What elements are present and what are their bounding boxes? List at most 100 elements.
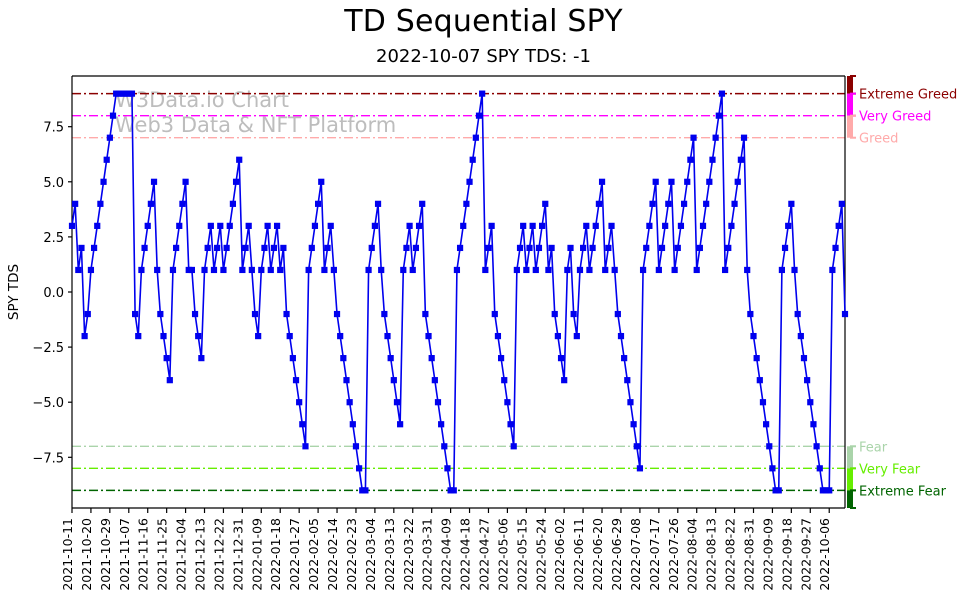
data-point [78,244,85,252]
data-point [687,156,694,163]
data-point [567,244,574,252]
data-point [684,178,691,185]
data-point [359,487,366,494]
data-point [469,156,476,163]
data-point [160,332,167,340]
data-point [201,266,208,274]
data-point [292,377,300,384]
data-point [84,310,91,318]
data-point [239,266,246,274]
data-point [179,200,186,207]
data-point [504,399,511,406]
data-point [128,90,136,97]
data-point [766,443,773,450]
data-point [371,222,378,229]
data-point [191,310,199,318]
x-tick-label-14: 2022-02-14 [325,518,340,591]
data-point [586,266,593,274]
data-point [327,222,334,229]
data-point [75,266,82,274]
data-point [557,355,565,362]
data-point [605,244,612,252]
data-point [210,266,218,274]
data-point [551,310,558,318]
data-point [728,222,735,229]
data-point [750,332,757,340]
data-point [204,244,211,252]
data-point [119,90,126,97]
data-point [198,355,205,362]
data-point [690,134,697,141]
data-point [195,332,202,340]
data-point [261,244,268,252]
data-point [378,266,385,274]
data-point [245,222,252,229]
data-point [97,200,104,207]
data-point [169,266,177,274]
data-point [81,332,88,340]
data-point [251,310,259,318]
data-point [68,222,76,229]
x-tick-label-10: 2022-01-09 [249,518,264,591]
data-point [829,266,836,274]
chart-subtitle: 2022-10-07 SPY TDS: -1 [376,46,591,67]
x-tick-label-34: 2022-08-13 [704,518,719,591]
data-point [545,266,552,274]
data-point [788,200,795,207]
y-axis-label: SPY TDS [6,264,22,320]
data-point [220,266,227,274]
x-tick-label-24: 2022-05-15 [514,518,529,591]
data-point [403,244,410,252]
data-point [113,90,120,97]
x-tick-label-32: 2022-07-26 [666,518,681,591]
sentiment-zones: Extreme Greed Very Greed Greed Fear Very Fea… [72,75,957,509]
data-point [166,377,173,384]
data-point [472,134,479,141]
data-point [185,266,192,274]
data-point [630,421,637,428]
data-point [589,244,596,252]
data-point [229,200,237,207]
data-point [356,465,363,472]
data-point [100,178,107,185]
x-tick-label-28: 2022-06-20 [590,518,605,591]
y-tick-label-1: −5.0 [32,396,64,411]
data-point [542,200,549,207]
data-point [434,399,442,406]
data-point [144,222,151,229]
x-tick-label-6: 2021-12-04 [174,518,189,591]
data-point [807,399,814,406]
data-point [756,377,763,384]
data-point [646,222,653,229]
data-point [532,266,539,274]
data-point [778,266,785,274]
data-point [535,244,543,252]
data-point [255,332,262,340]
data-point [725,244,732,252]
data-point [611,266,618,274]
data-point [832,244,839,252]
x-tick-label-40: 2022-10-06 [817,518,832,591]
data-point [419,200,426,207]
x-tick-label-21: 2022-04-18 [458,518,473,591]
data-point [614,310,621,318]
data-point [466,178,473,185]
data-point [835,222,842,229]
data-point [772,487,779,494]
data-point [598,178,606,185]
data-point [576,266,584,274]
data-point [302,443,309,450]
data-point [90,244,98,252]
data-point [441,443,448,450]
y-axis: −7.5 −5.0 −2.5 0.0 2.5 5.0 7.5 SPY TDS [6,121,72,466]
data-point [425,332,432,340]
data-point [267,266,274,274]
data-point [722,266,729,274]
data-point [539,222,546,229]
data-point [103,156,110,163]
data-point [280,244,287,252]
data-point [450,487,457,494]
data-point [232,178,240,185]
data-point [223,244,230,252]
